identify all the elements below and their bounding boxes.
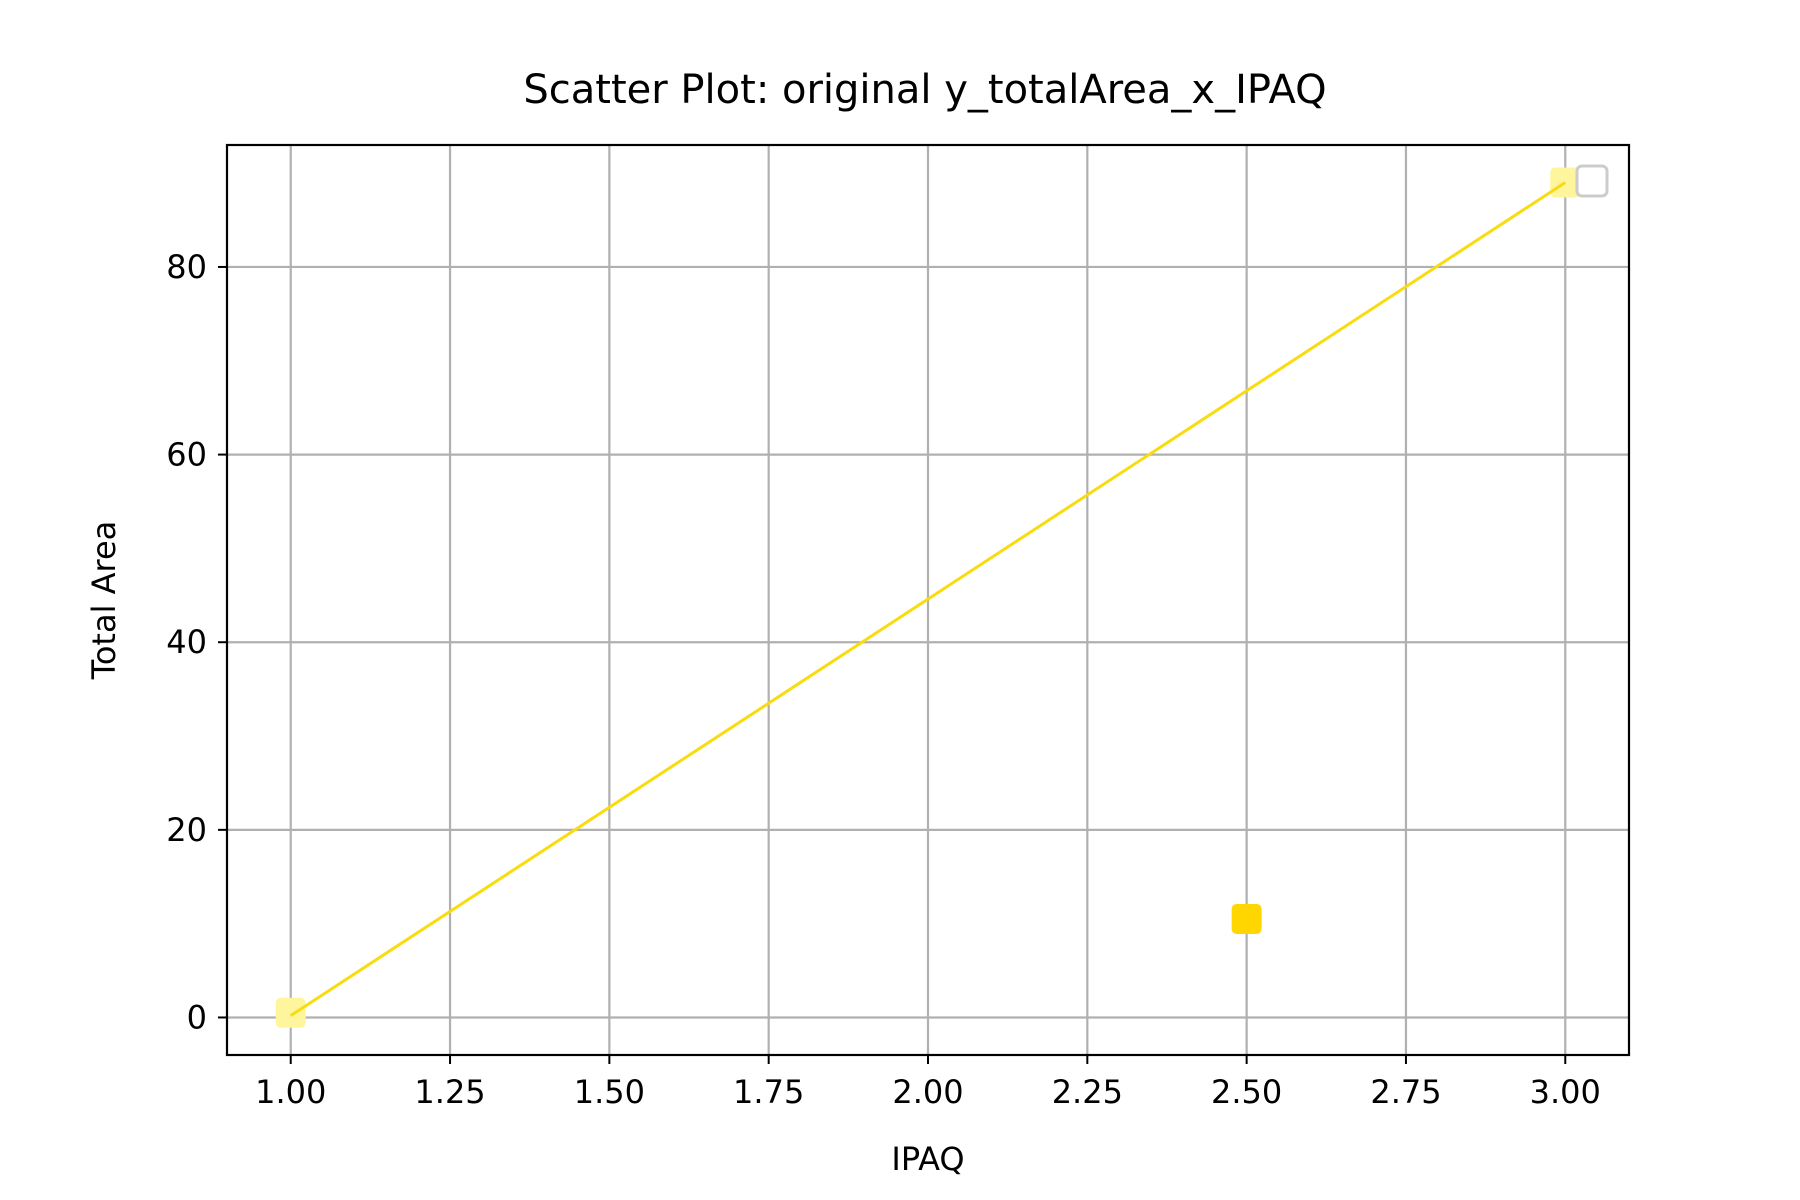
x-axis-label: IPAQ	[891, 1140, 964, 1178]
plot-frame	[225, 143, 1631, 1057]
fit-line	[289, 181, 1567, 1017]
y-tick-label: 0	[187, 998, 207, 1036]
x-tick-label: 2.25	[1052, 1073, 1123, 1111]
x-tick-label: 1.75	[733, 1073, 804, 1111]
data-point	[275, 997, 306, 1028]
axis-ticks: 1.00 1.25 1.50 1.75 2.00 2.25 2.50 2.75 3.00 0 20 4…	[166, 248, 1601, 1111]
y-axis-label: Total Area	[85, 521, 123, 681]
y-tick-label: 60	[166, 436, 207, 474]
data-point	[1231, 903, 1262, 934]
x-tick-label: 1.00	[255, 1073, 326, 1111]
x-tick-label: 1.50	[574, 1073, 645, 1111]
x-tick-label: 2.00	[892, 1073, 963, 1111]
data-layer	[275, 167, 1581, 1028]
y-tick-label: 40	[166, 623, 207, 661]
legend-box	[1575, 164, 1609, 198]
chart-title: Scatter Plot: original y_totalArea_x_IPA…	[523, 67, 1326, 113]
x-tick-label: 2.75	[1370, 1073, 1441, 1111]
x-tick-label: 3.00	[1530, 1073, 1601, 1111]
y-tick-label: 80	[166, 248, 207, 286]
y-tick-label: 20	[166, 811, 207, 849]
x-tick-label: 1.25	[414, 1073, 485, 1111]
x-tick-label: 2.50	[1211, 1073, 1282, 1111]
